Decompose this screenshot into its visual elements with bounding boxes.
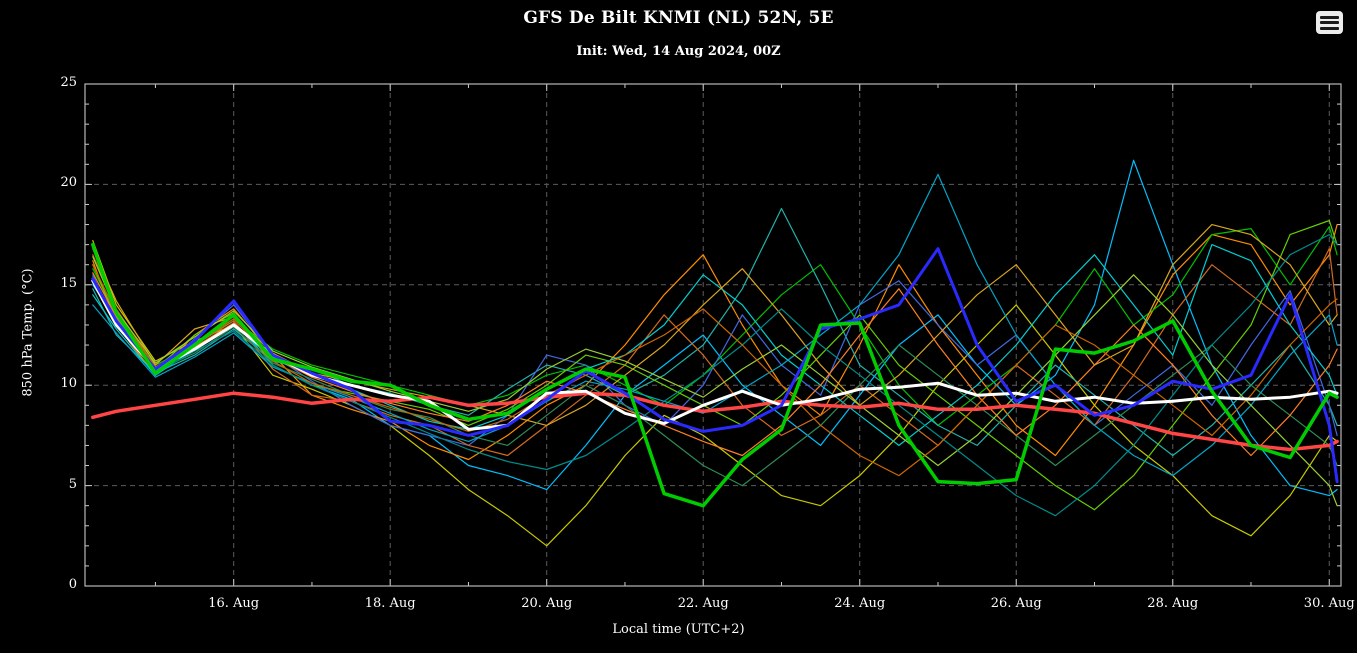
- menu-bar: [1320, 15, 1339, 19]
- y-tick-label: 0: [68, 577, 77, 592]
- menu-bar: [1320, 26, 1339, 30]
- x-tick-label: 16. Aug: [208, 596, 260, 611]
- x-tick-label: 26. Aug: [990, 596, 1042, 611]
- x-tick-label: 30. Aug: [1303, 596, 1355, 611]
- y-tick-label: 5: [68, 476, 77, 492]
- series-member-16: [92, 264, 1338, 477]
- x-tick-label: 20. Aug: [521, 596, 573, 611]
- x-tick-label: 28. Aug: [1147, 596, 1199, 611]
- series-highlight-green: [91, 242, 1339, 508]
- menu-icon[interactable]: [1316, 11, 1343, 34]
- series-member-06: [92, 274, 1338, 446]
- menu-bar: [1320, 21, 1339, 24]
- series-member-13: [92, 272, 1338, 457]
- x-tick-label: 22. Aug: [677, 596, 729, 611]
- series-member-15: [92, 234, 1338, 517]
- y-axis-label: 850 hPa Temp. (°C): [20, 268, 36, 397]
- x-tick-label: 24. Aug: [834, 596, 886, 611]
- y-tick-label: 20: [60, 175, 77, 191]
- init-time-subtitle: Init: Wed, 14 Aug 2024, 00Z: [576, 44, 781, 59]
- page-title: GFS De Bilt KNMI (NL) 52N, 5E: [523, 8, 834, 28]
- x-axis-label: Local time (UTC+2): [612, 622, 745, 637]
- series-highlight-red: [91, 391, 1339, 452]
- y-tick-label: 25: [60, 75, 77, 90]
- plot-frame: [84, 83, 1342, 587]
- y-tick-label: 15: [60, 275, 77, 291]
- series-highlight-white: [91, 279, 1339, 431]
- y-tick-label: 10: [60, 376, 77, 392]
- x-tick-label: 18. Aug: [364, 596, 416, 611]
- series-member-14: [92, 256, 1338, 507]
- series-member-04: [92, 226, 1338, 426]
